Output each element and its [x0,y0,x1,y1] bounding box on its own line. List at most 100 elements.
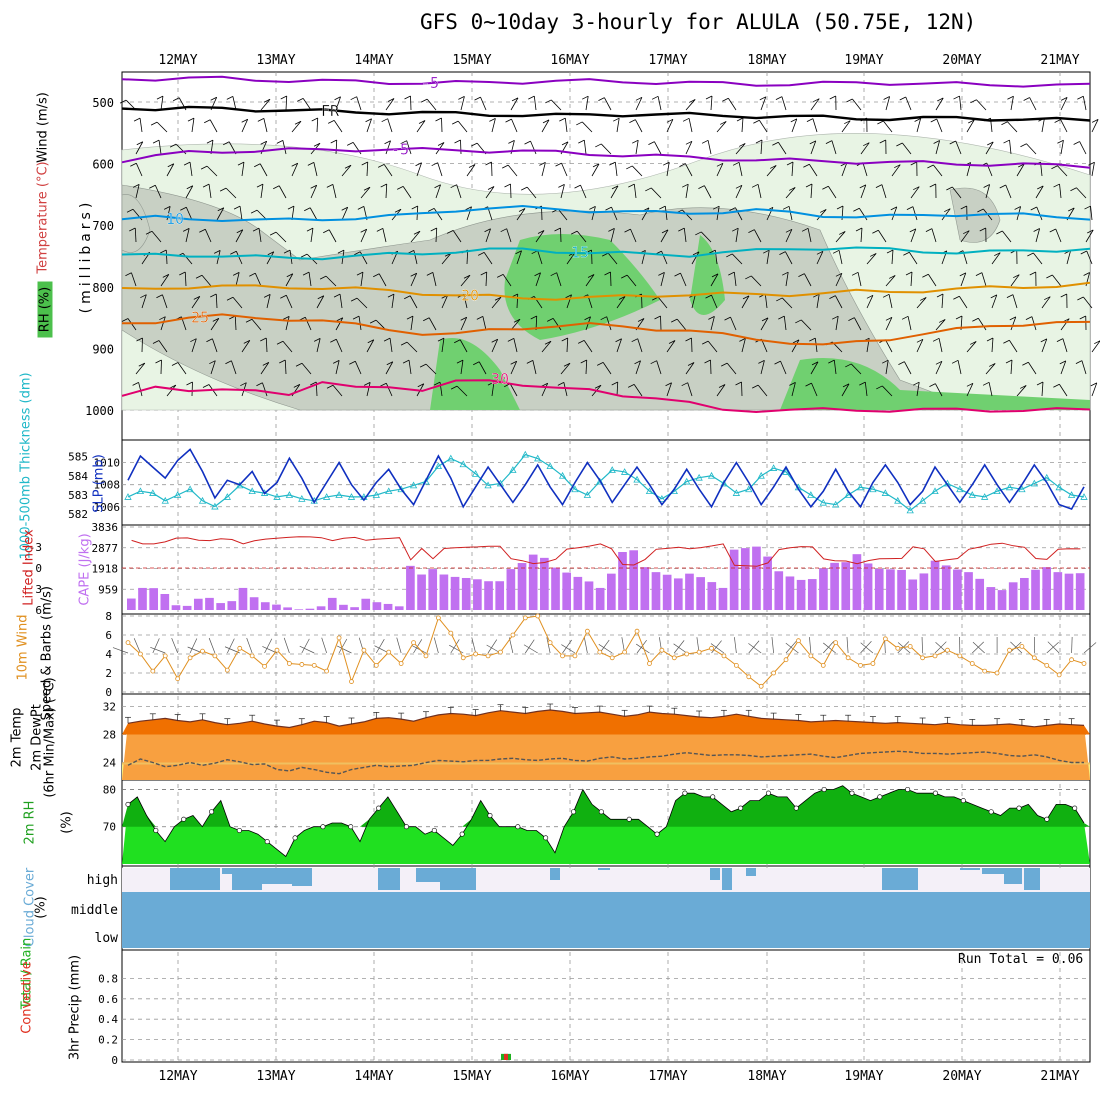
rh2m-point [905,786,911,792]
wind10m-barb [283,637,290,654]
wind-barb-feather [595,143,602,148]
wind-barb [616,296,626,309]
wind10m-point [1069,657,1074,663]
wind10m-barb [171,638,178,654]
wind-barb [859,208,868,221]
wind-barb [791,339,800,353]
wind-barb-feather [835,272,843,277]
thickness-point [645,487,654,495]
wind-barb-feather [930,118,937,123]
wind-barb [510,97,519,111]
rh2m-point [543,835,549,841]
rh2m-point [765,790,771,796]
wind10m-point [162,653,168,659]
rh2m-point [264,839,270,845]
wind-barb [860,184,867,199]
wind-barb [259,163,268,177]
wind10m-point [721,653,727,659]
wind-barb-feather [160,249,167,254]
wind10m-point [684,651,690,657]
wind-barb-feather [186,381,193,386]
wind-barb [191,338,197,353]
thickness-point [807,491,815,498]
wind-barb-feather [485,161,492,166]
wind-barb [302,98,312,111]
thickness-point [471,470,480,477]
rh2m-point [376,805,382,811]
wind-barb [810,361,819,375]
wind-barb [885,339,893,353]
wind-barb-feather [1044,296,1051,301]
wind-barb [210,318,220,331]
wind-tick-label: 0 [105,686,112,699]
rh2m-point [403,824,409,830]
wind-barb [804,273,812,287]
wind-barb [716,121,727,133]
wind-barb [1091,340,1100,353]
wind-barb [185,228,190,243]
cape-bar [138,587,147,610]
cape-bar [528,554,538,610]
wind-barb-feather [618,296,626,300]
wind-barb-feather [772,141,779,146]
wind-barb-feather [537,230,545,234]
wind-barb-feather [937,97,944,102]
cape-bar [283,607,292,610]
wind-barb-feather [136,141,143,146]
wind-barb-feather [330,139,337,144]
wind-barb [335,360,340,375]
cape-bar [819,568,828,610]
day-label-top: 17MAY [648,53,687,68]
wind10m-point [833,640,839,645]
wind-barb-feather [970,341,977,345]
wind-barb-feather [187,117,195,122]
wind-barb [313,162,318,177]
wind-barb [516,293,519,309]
wind10m-point [435,615,441,621]
wind-barb [710,96,713,111]
wind-barb-feather [671,318,678,323]
wind-barb-feather [489,118,496,122]
thickness-point [633,475,641,483]
thickness-point [509,466,517,473]
cape-bar [953,569,962,610]
wind-barb-feather [210,293,217,298]
wind-barb [335,139,338,155]
pressure-tick-label: 1000 [85,404,114,418]
wind-barb-feather [505,118,512,123]
thickness-point [534,454,542,462]
wind-barb-feather [1025,316,1033,320]
wind-barb [406,341,418,353]
wind-barb-feather [577,340,585,344]
wind-barb [308,272,312,287]
wind-barb [959,296,968,309]
thickness-point [981,493,989,500]
rh2m-point [292,835,298,841]
wind-barb [491,382,495,397]
wind-barb [333,120,343,133]
wind-barb [284,359,287,375]
isotherm-label: 20 [461,286,479,304]
wind-barb [600,143,612,155]
wind-barb-feather [333,293,341,298]
wind-barb [991,338,994,353]
day-label-bottom: 19MAY [844,1069,883,1084]
wind10m-point [858,663,863,668]
wind10m-point [907,644,913,649]
wind-barb [1016,385,1027,397]
wind-barb-feather [396,186,404,190]
wind-barb-feather [587,274,595,278]
wind-barb-feather [828,359,835,364]
wind-barb [156,121,168,133]
thickness-point [409,481,418,489]
wind-barb-feather [735,184,743,189]
wind-barb-feather [376,228,384,232]
cape-bar [1008,582,1018,610]
wind-barb [291,121,302,133]
wind-barb [241,162,245,177]
wind-barb [635,119,643,133]
wind10m-point [547,640,553,645]
wind-barb-feather [323,229,330,234]
wind-barb-feather [576,121,583,126]
wind10m-point [820,663,826,668]
